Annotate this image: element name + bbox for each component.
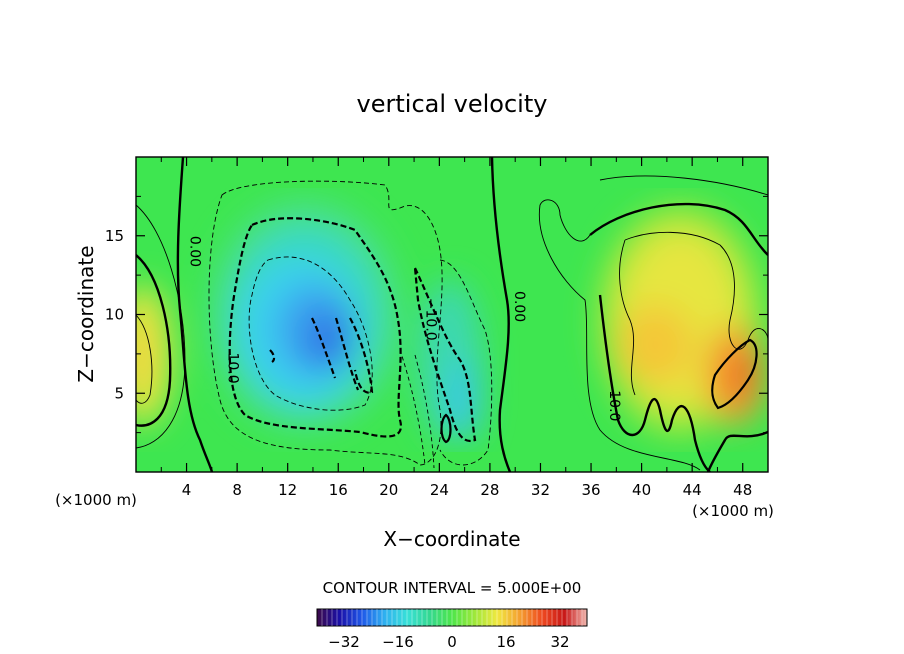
colorbar-tick-label: 16: [496, 633, 515, 651]
contour-negative: [208, 180, 443, 466]
x-tick-label: 44: [683, 481, 702, 499]
contour-negative: [311, 317, 337, 379]
colorbar-stripes: [321, 609, 583, 626]
contour-positive: [136, 254, 172, 427]
x-axis-unit-right: (×1000 m): [692, 502, 774, 520]
contour-zero: [490, 157, 512, 472]
x-tick-label: 12: [278, 481, 297, 499]
contour-positive: [619, 231, 768, 396]
y-tick-label: 15: [105, 227, 124, 245]
contour-negative: [334, 317, 360, 391]
x-tick-label: 32: [531, 481, 550, 499]
contour-positive: [136, 204, 186, 449]
contour-negative: [439, 259, 493, 466]
y-tick-label: 5: [114, 384, 124, 402]
plot-area: 0.00 10.0 −10.0 0.00 10.0: [136, 157, 768, 472]
x-axis-unit-left: (×1000 m): [55, 491, 137, 509]
downdraft-core: [449, 360, 481, 440]
colorbar-ramp: [316, 608, 588, 627]
contour-label: 10.0: [224, 352, 240, 383]
contour-negative: [248, 256, 373, 411]
x-tick-label: 40: [632, 481, 651, 499]
updraft-core: [617, 305, 693, 385]
contour-label: 0.00: [186, 236, 202, 267]
y-axis: 5 10 15: [105, 195, 768, 434]
contour-zero: [176, 157, 214, 472]
x-tick-label: 16: [329, 481, 348, 499]
contour-labels: 0.00 10.0 −10.0 0.00 10.0: [186, 236, 622, 422]
colorbar-tick-label: 32: [550, 633, 569, 651]
x-tick-label: 8: [232, 481, 242, 499]
updraft-core: [726, 347, 754, 403]
contour-interval-text: CONTOUR INTERVAL = 5.000E+00: [323, 579, 582, 597]
velocity-field: [136, 200, 765, 440]
x-axis-label: X−coordinate: [383, 527, 520, 551]
x-tick-label: 36: [581, 481, 600, 499]
x-tick-label: 24: [430, 481, 449, 499]
contour-label: 0.00: [511, 291, 527, 322]
contour-negative: [413, 267, 477, 443]
x-tick-label: 28: [480, 481, 499, 499]
colorbar-tick-label: 0: [447, 633, 457, 651]
contour-label: −10.0: [423, 298, 439, 341]
colorbar-tick-label: −32: [328, 633, 360, 651]
downdraft-core: [310, 312, 350, 368]
contour-negative: [349, 317, 374, 394]
contour-negative: [228, 217, 403, 438]
updraft-core: [136, 315, 154, 395]
chart-title: vertical velocity: [357, 90, 548, 118]
y-tick-label: 10: [105, 306, 124, 324]
contour-positive: [711, 338, 758, 410]
x-tick-label: 4: [182, 481, 192, 499]
contour-positive: [538, 175, 768, 471]
y-axis-label: Z−coordinate: [74, 245, 98, 382]
contour-positive: [440, 413, 452, 444]
contour-positive: [136, 314, 153, 404]
colorbar-ticks: −32 −16 0 16 32: [328, 633, 569, 651]
colorbar: −32 −16 0 16 32: [316, 608, 588, 651]
contour-positive: [589, 202, 768, 472]
contour-negative: [269, 349, 276, 363]
x-tick-label: 20: [379, 481, 398, 499]
contour-label: 10.0: [606, 390, 622, 421]
x-tick-label: 48: [733, 481, 752, 499]
colorbar-tick-label: −16: [382, 633, 414, 651]
contour-lines: [136, 157, 768, 472]
contour-negative: [399, 349, 435, 469]
x-axis: 4 8 12 16 20 24 28 32 36 40 44 48: [160, 157, 752, 499]
